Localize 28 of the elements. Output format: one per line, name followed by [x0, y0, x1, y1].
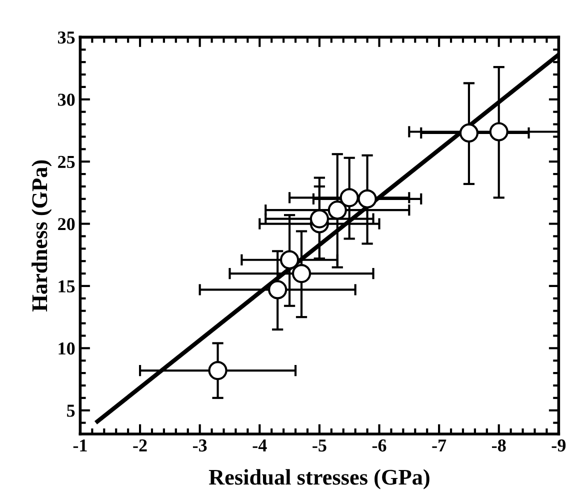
point [280, 250, 300, 270]
x-tick-label: -2 [133, 439, 147, 452]
x-axis-title: Residual stresses (GPa) [208, 469, 430, 490]
x-tick-label: -7 [432, 440, 446, 452]
point [340, 188, 359, 208]
y-tick-label: 35 [58, 32, 75, 44]
point [358, 189, 377, 208]
x-tick-label: -3 [192, 439, 207, 452]
point [310, 209, 329, 228]
point [268, 280, 288, 300]
y-tick-label: 30 [58, 94, 75, 106]
point [292, 264, 312, 284]
y-axis-title: Hardness (GPa) [32, 160, 52, 312]
y-tick-label: 20 [58, 218, 75, 230]
y-tick-label: 15 [58, 280, 75, 292]
x-tick-label: -9 [552, 439, 566, 452]
x-tick-label: -5 [312, 440, 326, 452]
point [208, 361, 228, 380]
y-tick-label: 25 [58, 156, 75, 168]
x-tick-label: -1 [73, 439, 87, 452]
point [489, 122, 508, 142]
x-tick-label: -8 [492, 439, 506, 452]
x-tick-label: -6 [372, 439, 386, 452]
point [328, 200, 347, 220]
y-tick-label: 10 [58, 342, 75, 355]
y-tick-label: 5 [67, 404, 75, 417]
x-tick-label: -4 [252, 440, 267, 452]
point [459, 123, 479, 143]
